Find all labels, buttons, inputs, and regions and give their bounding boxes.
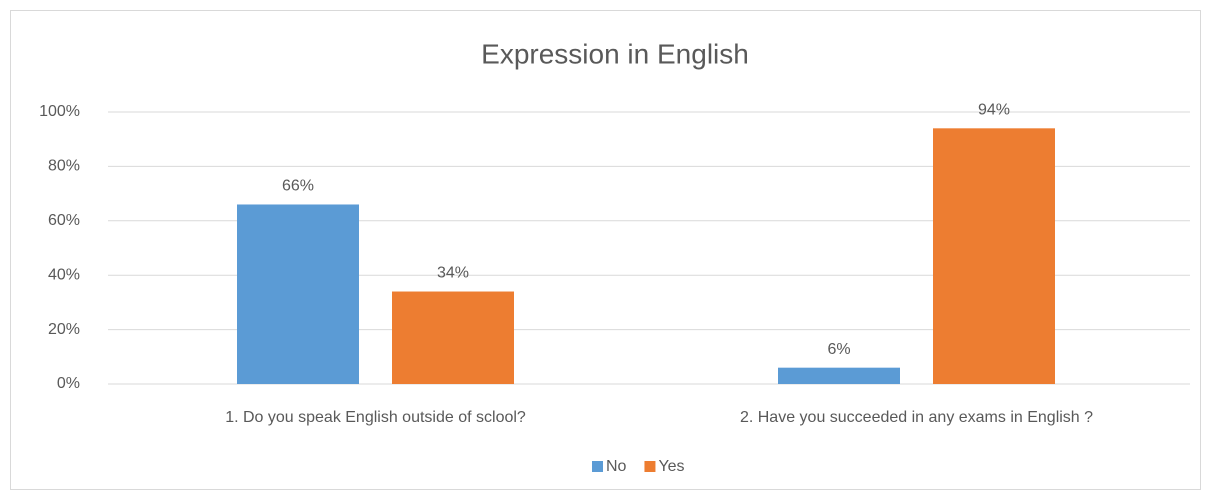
bar — [237, 204, 359, 384]
y-tick-label: 60% — [48, 212, 80, 229]
data-label: 6% — [827, 341, 850, 358]
data-label: 94% — [978, 102, 1010, 119]
x-tick-label: 2. Have you succeeded in any exams in En… — [740, 409, 1093, 426]
x-tick-label: 1. Do you speak English outside of scloo… — [225, 409, 526, 426]
legend-swatch — [644, 461, 656, 472]
legend-swatch — [592, 461, 603, 472]
y-tick-label: 80% — [48, 158, 80, 175]
bar — [392, 291, 514, 384]
legend-label: Yes — [658, 458, 684, 475]
y-tick-label: 0% — [57, 375, 80, 392]
data-label: 66% — [282, 178, 314, 195]
y-tick-label: 40% — [48, 266, 80, 283]
data-label: 34% — [437, 265, 469, 282]
bar — [933, 128, 1055, 384]
y-tick-label: 20% — [48, 321, 80, 338]
chart-title: Expression in English — [481, 38, 749, 69]
legend-label: No — [606, 458, 627, 475]
y-tick-label: 100% — [39, 103, 80, 120]
bar — [778, 367, 900, 384]
